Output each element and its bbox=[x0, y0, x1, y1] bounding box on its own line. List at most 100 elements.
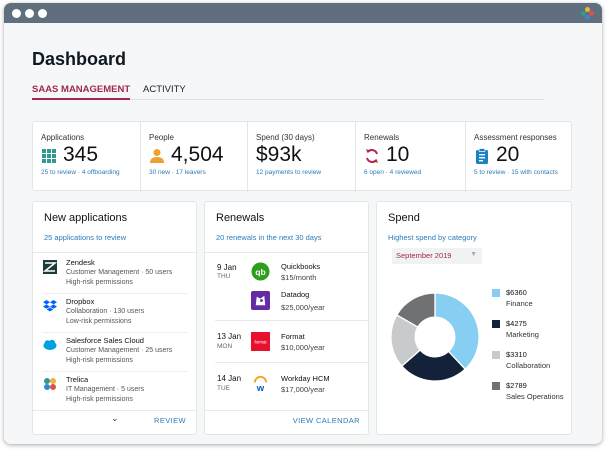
stat-value: 4,504 bbox=[171, 143, 224, 166]
stat-renewals[interactable]: Renewals 10 6 open · 4 reviewed bbox=[356, 122, 466, 192]
tab-activity[interactable]: ACTIVITY bbox=[143, 84, 186, 95]
spend-card: Spend Highest spend by category Septembe… bbox=[376, 201, 572, 435]
svg-text:w: w bbox=[256, 383, 265, 393]
trelica-logo-icon bbox=[44, 378, 56, 390]
renewal-day: MON bbox=[217, 343, 233, 350]
legend-amount: $3310 bbox=[506, 350, 527, 359]
divider bbox=[205, 410, 368, 411]
app-risk: Low-risk permissions bbox=[66, 318, 132, 325]
workday-logo-icon[interactable]: w bbox=[251, 374, 270, 393]
row-divider bbox=[43, 332, 188, 333]
app-row-zendesk[interactable]: Zendesk Customer Management · 50 users H… bbox=[33, 255, 188, 294]
svg-text:qb: qb bbox=[255, 267, 265, 277]
renewals-next-30-days-link[interactable]: 20 renewals in the next 30 days bbox=[216, 233, 322, 242]
row-divider bbox=[43, 293, 188, 294]
stat-sub-link[interactable]: 12 payments to review bbox=[256, 169, 322, 176]
renewal-app-name[interactable]: Workday HCM bbox=[281, 374, 330, 383]
renewal-date: 14 Jan bbox=[217, 374, 242, 383]
trelica-brand-icon bbox=[581, 7, 594, 20]
renewal-price: $25,000/year bbox=[281, 303, 325, 312]
app-risk: High-risk permissions bbox=[66, 279, 133, 286]
stat-value: 20 bbox=[496, 143, 520, 166]
legend-amount: $4275 bbox=[506, 319, 527, 328]
app-name: Zendesk bbox=[66, 258, 95, 267]
stat-people[interactable]: People 4,504 30 new · 17 leavers bbox=[141, 122, 248, 192]
window-close-dot[interactable] bbox=[12, 9, 21, 18]
app-meta: IT Management · 5 users bbox=[66, 386, 145, 393]
refresh-icon bbox=[366, 149, 378, 163]
spend-subtitle[interactable]: Highest spend by category bbox=[388, 233, 477, 242]
legend-label: Marketing bbox=[506, 330, 539, 339]
datadog-logo-icon[interactable] bbox=[251, 291, 270, 310]
app-name: Dropbox bbox=[66, 297, 95, 306]
stat-value: 345 bbox=[63, 143, 99, 166]
new-applications-title: New applications bbox=[44, 212, 128, 224]
new-applications-card: New applications 25 applications to revi… bbox=[32, 201, 197, 435]
caret-down-icon: ▼ bbox=[470, 251, 477, 258]
divider bbox=[33, 252, 196, 253]
stat-sub-link[interactable]: 5 to review · 15 with contacts bbox=[474, 169, 558, 176]
app-name: Salesforce Sales Cloud bbox=[66, 336, 144, 345]
window-maximize-dot[interactable] bbox=[38, 9, 47, 18]
stat-label: Spend (30 days) bbox=[256, 133, 315, 142]
donut-slice-finance[interactable] bbox=[434, 292, 480, 371]
stat-sub-link[interactable]: 6 open · 4 reviewed bbox=[364, 169, 422, 176]
stat-sub-link[interactable]: 30 new · 17 leavers bbox=[149, 169, 206, 176]
divider bbox=[215, 320, 368, 321]
renewal-app-name[interactable]: Datadog bbox=[281, 290, 310, 299]
app-meta: Customer Management · 50 users bbox=[66, 269, 173, 276]
dropbox-logo-icon bbox=[43, 300, 57, 312]
review-button[interactable]: REVIEW bbox=[154, 416, 186, 425]
app-row-dropbox[interactable]: Dropbox Collaboration · 130 users Low-ri… bbox=[33, 294, 188, 333]
stat-assessment-responses[interactable]: Assessment responses 20 5 to review · 15… bbox=[466, 122, 573, 192]
app-row-salesforce[interactable]: Salesforce Sales Cloud Customer Manageme… bbox=[33, 333, 188, 372]
app-row-trelica[interactable]: Trelica IT Management · 5 users High-ris… bbox=[33, 372, 188, 411]
legend-label: Sales Operations bbox=[506, 392, 564, 401]
salesforce-logo-icon bbox=[43, 339, 57, 350]
main-content: Dashboard SAAS MANAGEMENT ACTIVITY Appli… bbox=[4, 23, 602, 444]
title-bar bbox=[4, 3, 602, 23]
spend-title: Spend bbox=[388, 212, 420, 224]
stat-spend[interactable]: Spend (30 days) $93k 12 payments to revi… bbox=[248, 122, 356, 192]
renewal-app-name[interactable]: Format bbox=[281, 332, 305, 341]
legend-swatch bbox=[492, 289, 500, 297]
renewal-day: TUE bbox=[217, 385, 230, 392]
chevron-down-icon[interactable]: ⌄ bbox=[111, 413, 119, 423]
quickbooks-logo-icon[interactable]: qb bbox=[251, 262, 270, 281]
renewals-card: Renewals 20 renewals in the next 30 days… bbox=[204, 201, 369, 435]
person-icon bbox=[150, 149, 164, 163]
stat-value: 10 bbox=[386, 143, 410, 166]
renewal-price: $10,000/year bbox=[281, 343, 325, 352]
grid-icon bbox=[42, 149, 56, 163]
donut-slice-sales-operations[interactable] bbox=[395, 292, 436, 329]
view-calendar-button[interactable]: VIEW CALENDAR bbox=[292, 416, 360, 425]
renewal-app-name[interactable]: Quickbooks bbox=[281, 262, 321, 271]
stat-label: People bbox=[149, 133, 174, 142]
stat-sub-link[interactable]: 25 to review · 4 offboarding bbox=[41, 169, 120, 176]
app-meta: Collaboration · 130 users bbox=[66, 308, 145, 315]
zendesk-logo-icon bbox=[43, 260, 57, 274]
legend-swatch bbox=[492, 320, 500, 328]
row-divider bbox=[43, 371, 188, 372]
stats-card: Applications 345 25 to review · 4 offboa… bbox=[32, 121, 573, 192]
stat-label: Assessment responses bbox=[474, 133, 557, 142]
renewal-date: 9 Jan bbox=[217, 263, 237, 272]
format-logo-icon[interactable]: format bbox=[251, 332, 270, 351]
legend-amount: $2789 bbox=[506, 381, 527, 390]
renewal-day: THU bbox=[217, 273, 231, 280]
app-name: Trelica bbox=[66, 375, 89, 384]
period-dropdown-value: September 2019 bbox=[396, 251, 452, 260]
svg-text:format: format bbox=[254, 339, 267, 344]
stat-label: Renewals bbox=[364, 133, 400, 142]
tab-saas-management[interactable]: SAAS MANAGEMENT bbox=[32, 84, 131, 100]
window-minimize-dot[interactable] bbox=[25, 9, 34, 18]
renewal-date: 13 Jan bbox=[217, 332, 242, 341]
app-meta: Customer Management · 25 users bbox=[66, 347, 173, 354]
period-dropdown[interactable]: September 2019 ▼ bbox=[392, 248, 482, 264]
stat-applications[interactable]: Applications 345 25 to review · 4 offboa… bbox=[33, 122, 141, 192]
clipboard-icon bbox=[476, 148, 488, 164]
applications-to-review-link[interactable]: 25 applications to review bbox=[44, 233, 127, 242]
renewal-price: $17,000/year bbox=[281, 385, 325, 394]
renewals-title: Renewals bbox=[216, 212, 265, 224]
page-title: Dashboard bbox=[32, 49, 127, 69]
